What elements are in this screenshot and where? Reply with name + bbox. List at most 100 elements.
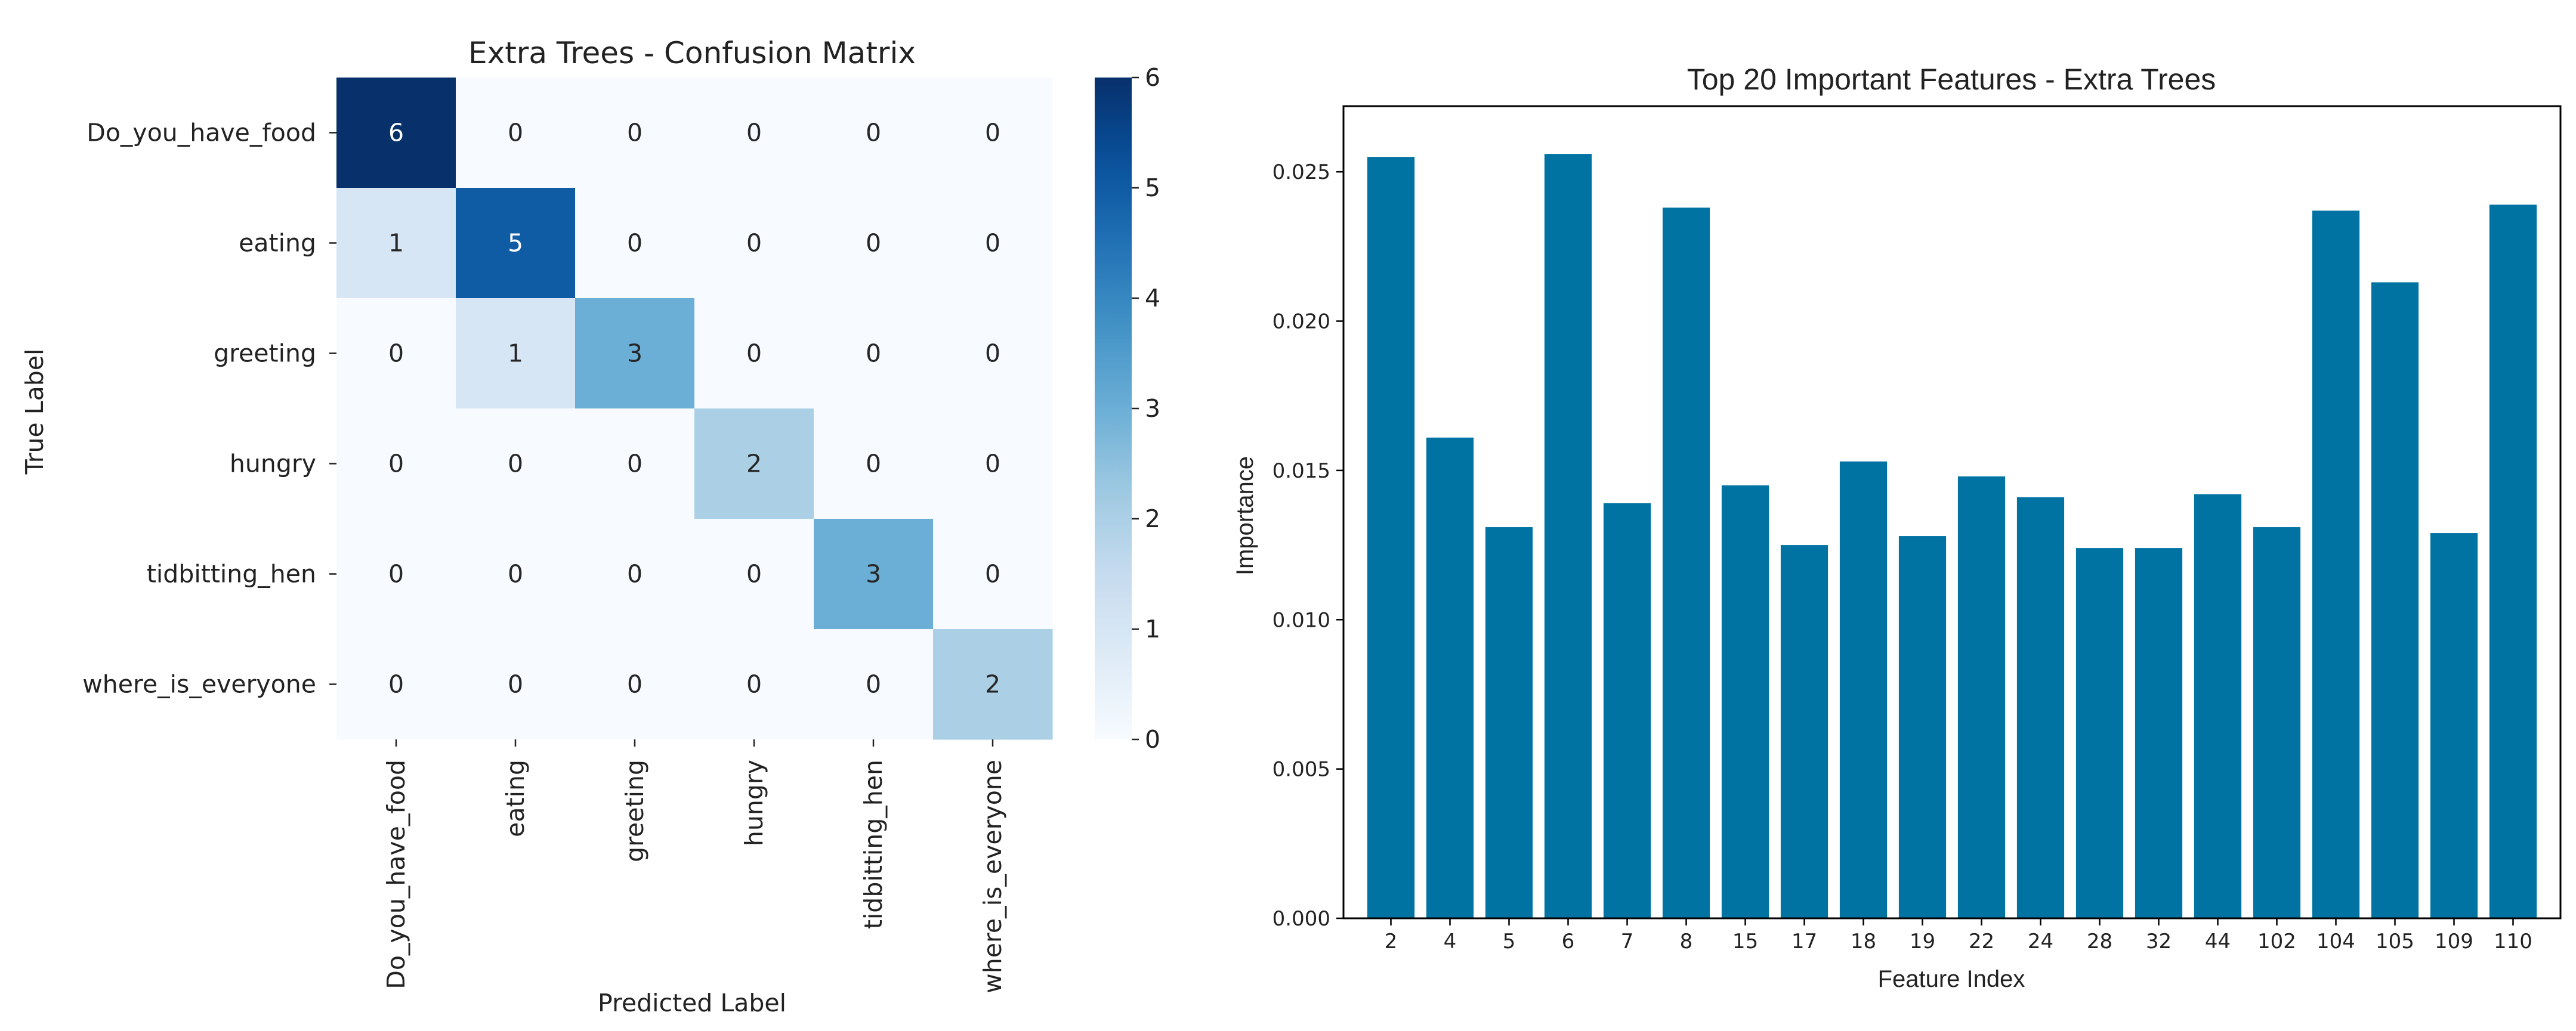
bar-y-tick-0-015: 0.015 bbox=[1272, 459, 1330, 483]
heatmap-title: Extra Trees - Confusion Matrix bbox=[468, 36, 916, 70]
bar-x-tick-102: 102 bbox=[2257, 930, 2296, 953]
bar-x-axis: 2 4 5 6 7 8 15 17 18 19 22 24 28 32 44 102 104 105 109 110 bbox=[1385, 918, 2532, 953]
colorbar-gradient bbox=[1095, 78, 1132, 739]
heatmap-cell-value: 1 bbox=[388, 229, 404, 258]
heatmap-cell-value: 0 bbox=[746, 339, 762, 368]
heatmap-cell bbox=[456, 629, 576, 740]
bar-x-tick-2: 2 bbox=[1385, 930, 1398, 953]
heatmap-cell bbox=[575, 408, 695, 519]
heatmap-cell bbox=[336, 188, 456, 299]
bar-feature-19 bbox=[1898, 536, 1947, 918]
bar-x-tick-24: 24 bbox=[2028, 930, 2053, 953]
bar-feature-110 bbox=[2489, 205, 2537, 918]
heatmap-cell bbox=[456, 408, 576, 519]
heatmap-cell-value: 0 bbox=[508, 450, 523, 478]
bar-chart-title: Top 20 Important Features - Extra Trees bbox=[1687, 63, 2216, 96]
bar-feature-105 bbox=[2371, 282, 2419, 918]
heatmap-cell bbox=[814, 188, 934, 299]
bar-feature-104 bbox=[2312, 210, 2360, 919]
bar-feature-4 bbox=[1426, 437, 1474, 918]
colorbar-tick-5: 5 bbox=[1145, 174, 1160, 202]
heatmap-cell bbox=[575, 629, 695, 740]
bar-x-tick-8: 8 bbox=[1680, 930, 1693, 953]
heatmap-cell bbox=[933, 408, 1053, 519]
bar-x-tick-15: 15 bbox=[1732, 930, 1758, 953]
heatmap-cell bbox=[336, 298, 456, 409]
bar-feature-8 bbox=[1662, 208, 1710, 918]
heatmap-y-tick-hungry: hungry bbox=[230, 450, 316, 478]
heatmap-cell-value: 0 bbox=[866, 229, 881, 258]
heatmap-cell-value: 0 bbox=[627, 119, 643, 147]
heatmap-cell bbox=[694, 188, 814, 299]
confusion-matrix-panel: Extra Trees - Confusion Matrix 6 0 0 0 0 0 1 5 0… bbox=[20, 36, 1160, 1017]
heatmap-cell bbox=[336, 408, 456, 519]
heatmap-cell-value: 0 bbox=[627, 229, 643, 258]
heatmap-cell bbox=[814, 78, 934, 188]
heatmap-cell bbox=[814, 408, 934, 519]
colorbar-tick-3: 3 bbox=[1145, 394, 1160, 423]
heatmap-cell-value: 5 bbox=[508, 229, 523, 258]
bar-y-tick-0-010: 0.010 bbox=[1272, 608, 1330, 632]
heatmap-cell bbox=[456, 298, 576, 409]
colorbar: 0 1 2 3 4 5 6 bbox=[1095, 63, 1160, 754]
plot-frame bbox=[1342, 105, 2562, 919]
heatmap-cell-value: 0 bbox=[388, 560, 404, 589]
heatmap-cell-value: 3 bbox=[866, 560, 881, 589]
bar-y-tick-0-020: 0.020 bbox=[1272, 310, 1330, 334]
bar-feature-7 bbox=[1603, 503, 1651, 918]
heatmap-cell-value: 0 bbox=[627, 560, 643, 589]
heatmap-y-tick-eating: eating bbox=[239, 229, 316, 258]
bar-x-tick-18: 18 bbox=[1851, 930, 1876, 953]
bar-feature-109 bbox=[2430, 533, 2478, 918]
bar-feature-102 bbox=[2253, 527, 2301, 918]
heatmap-cell-value: 0 bbox=[866, 450, 881, 478]
heatmap-cell bbox=[575, 78, 695, 188]
heatmap-cell-value: 0 bbox=[866, 670, 881, 699]
heatmap-cell-value: 0 bbox=[746, 560, 762, 589]
heatmap-x-tick-eating: eating bbox=[501, 760, 530, 837]
heatmap-cell-value: 0 bbox=[985, 450, 1000, 478]
bar-feature-17 bbox=[1780, 545, 1828, 918]
colorbar-tick-6: 6 bbox=[1145, 63, 1160, 92]
heatmap-cell-value: 0 bbox=[985, 119, 1000, 147]
heatmap-cell-value: 0 bbox=[866, 339, 881, 368]
heatmap-x-axis-label: Predicted Label bbox=[598, 989, 786, 1017]
heatmap-x-tick-hungry: hungry bbox=[740, 760, 768, 846]
heatmap-x-tick-do-you-have-food: Do_you_have_food bbox=[382, 760, 410, 989]
heatmap-cell-value: 0 bbox=[985, 560, 1000, 589]
heatmap-cell-value: 0 bbox=[746, 119, 762, 147]
bar-y-tick-0-025: 0.025 bbox=[1272, 160, 1330, 184]
heatmap-cell-value: 0 bbox=[746, 670, 762, 699]
heatmap-cell bbox=[694, 519, 814, 630]
bar-y-axis: 0.000 0.005 0.010 0.015 0.020 0.025 bbox=[1272, 160, 1343, 931]
colorbar-tick-4: 4 bbox=[1145, 284, 1160, 312]
heatmap-cell-value: 2 bbox=[985, 670, 1000, 699]
heatmap-cell bbox=[933, 519, 1053, 630]
bar-x-tick-17: 17 bbox=[1792, 930, 1817, 953]
heatmap-cell bbox=[456, 519, 576, 630]
bar-feature-6 bbox=[1544, 154, 1592, 918]
heatmap-cell-value: 0 bbox=[627, 450, 643, 478]
heatmap-cell-value: 0 bbox=[388, 339, 404, 368]
heatmap-cell bbox=[336, 78, 456, 188]
heatmap-cell bbox=[694, 408, 814, 519]
bar-x-tick-28: 28 bbox=[2087, 930, 2112, 953]
bar-x-tick-5: 5 bbox=[1503, 930, 1516, 953]
bar-y-tick-0-000: 0.000 bbox=[1272, 907, 1330, 931]
colorbar-tick-1: 1 bbox=[1145, 615, 1160, 643]
bar-x-tick-44: 44 bbox=[2205, 930, 2231, 953]
heatmap-cell bbox=[694, 298, 814, 409]
heatmap-y-tick-tidbitting-hen: tidbitting_hen bbox=[147, 560, 316, 589]
bar-x-tick-105: 105 bbox=[2376, 930, 2414, 953]
heatmap-cell bbox=[336, 519, 456, 630]
bar-feature-22 bbox=[1957, 476, 2006, 918]
heatmap-cell bbox=[814, 519, 934, 630]
heatmap-x-tick-labels: Do_you_have_food eating greeting hungry tidb… bbox=[382, 739, 1007, 993]
bar-x-tick-6: 6 bbox=[1562, 930, 1575, 953]
heatmap-cell-value: 0 bbox=[746, 229, 762, 258]
bar-x-tick-4: 4 bbox=[1444, 930, 1457, 953]
bar-feature-32 bbox=[2135, 548, 2183, 918]
heatmap-cell-value: 0 bbox=[627, 670, 643, 699]
bar-feature-2 bbox=[1367, 157, 1415, 918]
bar-x-tick-22: 22 bbox=[1969, 930, 1994, 953]
